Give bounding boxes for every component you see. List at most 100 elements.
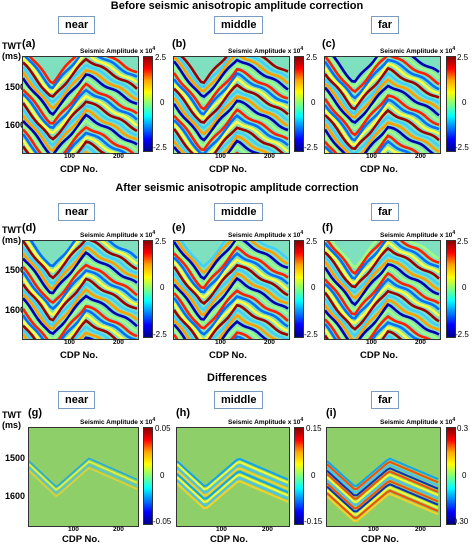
seismic-panel-a	[22, 56, 139, 154]
colorbar-c	[446, 56, 456, 152]
seismic-reflector	[23, 63, 138, 104]
xtick-200-d: 200	[113, 339, 124, 346]
seismic-reflector	[23, 119, 138, 153]
ytick-1600-2: 1600	[5, 305, 26, 315]
xtick-200-e: 200	[264, 339, 275, 346]
cbar-max-b: 2.5	[306, 53, 318, 62]
seismic-reflector	[23, 77, 138, 121]
seismic-reflector	[330, 241, 440, 270]
seismic-reflector	[176, 241, 289, 275]
cbar-mid-c: 0	[462, 98, 467, 107]
seismic-reflector	[174, 299, 289, 339]
seismic-reflector	[180, 57, 289, 85]
seismic-reflector	[174, 120, 289, 153]
seismic-reflector	[23, 325, 111, 339]
difference-reflector	[327, 470, 439, 500]
seismic-reflector	[174, 126, 285, 153]
amp-label-f: Seismic Amplitude x 104	[380, 230, 456, 240]
label-far-after: far	[371, 203, 400, 221]
seismic-reflector	[23, 250, 138, 295]
difference-reflector	[327, 479, 439, 510]
panel-letter-b: (b)	[172, 38, 187, 50]
xtick-100-h: 100	[216, 526, 227, 533]
cbar-mid-i: 0	[462, 471, 467, 480]
seismic-panel-d	[22, 240, 139, 340]
cbar-mid-g: 0	[160, 471, 165, 480]
panel-letter-e: (e)	[172, 222, 186, 234]
seismic-texture	[325, 241, 440, 339]
cbar-mid-b: 0	[311, 98, 316, 107]
seismic-reflector	[325, 58, 440, 100]
cbar-max-i: 0.3	[457, 424, 469, 433]
section-title-after: After seismic anisotropic amplitude corr…	[115, 182, 359, 194]
difference-panel-i	[326, 427, 441, 527]
seismic-reflector	[174, 326, 261, 339]
label-near-before: near	[58, 16, 96, 34]
cbar-max-f: 2.5	[457, 237, 469, 246]
difference-reflector	[177, 480, 289, 510]
seismic-reflector	[174, 263, 289, 306]
amp-label-e: Seismic Amplitude x 104	[228, 230, 304, 240]
seismic-reflector	[23, 304, 138, 339]
cbar-mid-d: 0	[160, 283, 165, 292]
seismic-reflector	[174, 114, 289, 153]
xtick-200-f: 200	[415, 339, 426, 346]
amp-label-i: Seismic Amplitude x 104	[380, 417, 456, 427]
xtick-100-g: 100	[68, 526, 79, 533]
seismic-reflector	[326, 241, 440, 276]
twt-label-1: TWT	[2, 41, 22, 51]
xlabel-a: CDP No.	[60, 164, 98, 175]
panel-letter-c: (c)	[322, 38, 336, 50]
xlabel-f: CDP No.	[360, 350, 398, 361]
seismic-reflector	[174, 289, 289, 330]
xtick-200-h: 200	[262, 526, 273, 533]
xlabel-e: CDP No.	[209, 350, 247, 361]
seismic-reflector	[174, 108, 289, 152]
difference-reflector	[177, 470, 289, 500]
seismic-reflector	[23, 318, 118, 339]
label-far-diff: far	[371, 391, 400, 409]
seismic-reflector	[23, 257, 138, 299]
difference-reflector	[177, 467, 289, 497]
seismic-reflector	[23, 313, 126, 339]
seismic-reflector	[174, 63, 289, 105]
seismic-reflector	[325, 121, 440, 153]
cbar-min-a: -2.5	[153, 143, 167, 152]
panel-letter-a: (a)	[22, 38, 36, 50]
label-far-before: far	[371, 16, 400, 34]
seismic-reflector	[174, 139, 261, 153]
difference-reflector	[327, 492, 439, 522]
difference-reflector	[29, 457, 138, 488]
cbar-max-c: 2.5	[457, 53, 469, 62]
seismic-reflector	[23, 241, 138, 280]
difference-reflector	[327, 473, 439, 503]
seismic-reflector	[325, 302, 440, 339]
xtick-100-f: 100	[366, 339, 377, 346]
difference-reflector	[327, 486, 439, 516]
seismic-reflector	[23, 308, 138, 339]
seismic-texture	[23, 57, 138, 153]
twt-label-2: TWT	[2, 225, 22, 235]
seismic-reflector	[325, 139, 412, 153]
seismic-panel-f	[324, 240, 441, 340]
label-near-after: near	[58, 203, 96, 221]
xlabel-b: CDP No.	[209, 164, 247, 175]
seismic-reflector	[23, 113, 138, 153]
label-middle-diff: middle	[214, 391, 264, 409]
difference-reflector	[29, 460, 138, 491]
cbar-min-h: -0.15	[304, 517, 323, 526]
seismic-reflector	[325, 314, 432, 339]
seismic-reflector	[325, 66, 440, 111]
seismic-reflector	[23, 294, 138, 336]
ytick-1600-1: 1600	[5, 120, 26, 130]
seismic-reflector	[328, 57, 440, 88]
seismic-reflector	[174, 251, 289, 294]
difference-texture	[29, 428, 138, 526]
difference-reflector	[327, 457, 439, 487]
seismic-reflector	[23, 125, 135, 153]
difference-reflector	[29, 463, 138, 495]
seismic-reflector	[24, 57, 138, 90]
seismic-reflector	[174, 282, 289, 325]
seismic-reflector	[176, 57, 289, 89]
difference-reflector	[29, 467, 138, 498]
